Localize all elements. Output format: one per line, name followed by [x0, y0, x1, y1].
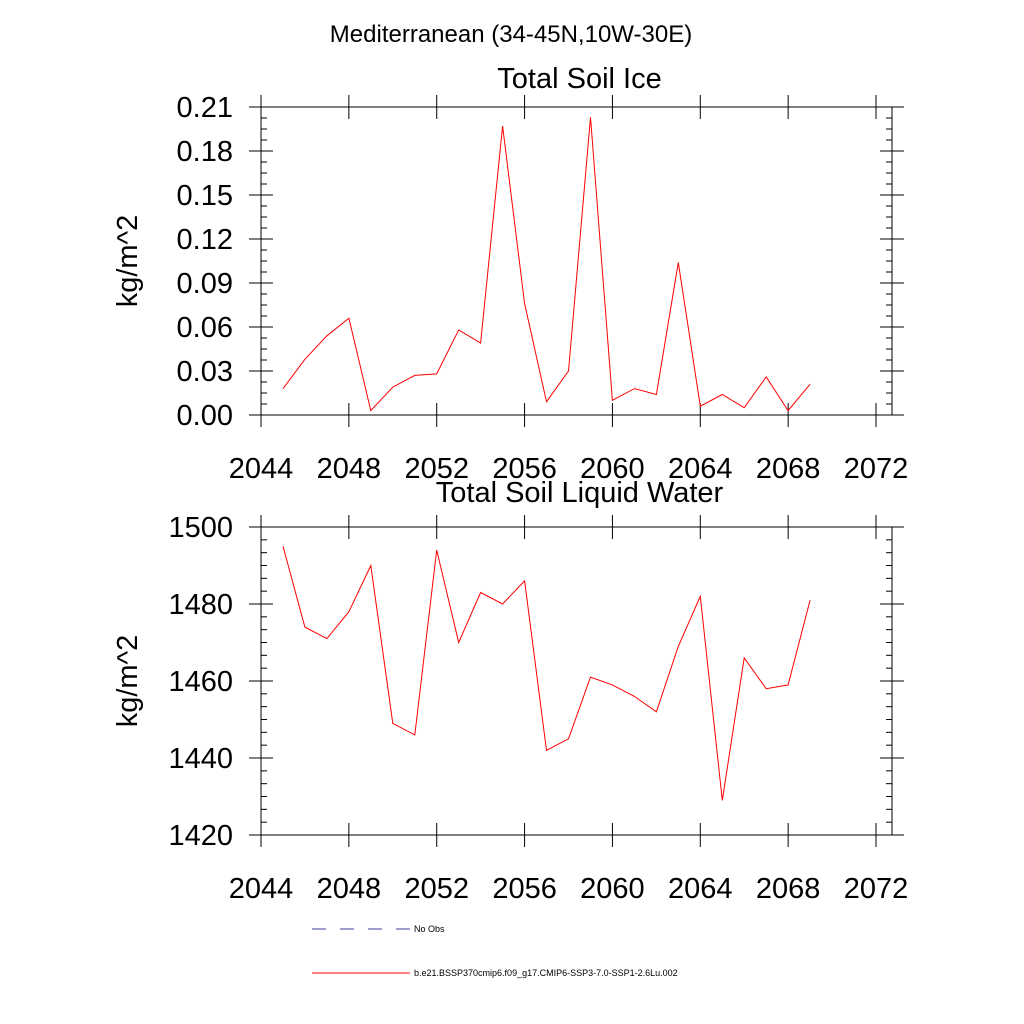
x-tick-label: 2048 [317, 453, 382, 485]
x-tick-label: 2072 [844, 453, 909, 485]
x-tick-label: 2064 [668, 453, 733, 485]
x-tick-label: 2068 [756, 873, 821, 905]
figure-main-title: Mediterranean (34-45N,10W-30E) [330, 21, 692, 48]
y-axis-label: kg/m^2 [112, 635, 144, 728]
panel-soil-ice: Total Soil Ice 2044 2048 2052 2056 2060 2064 20… [112, 63, 908, 485]
y-tick-label: 0.12 [177, 224, 233, 256]
series-line [282, 546, 811, 801]
legend-item-no-obs: No Obs [312, 924, 445, 934]
x-tick-label: 2072 [844, 873, 909, 905]
x-tick-label: 2068 [756, 453, 821, 485]
y-axis-label: kg/m^2 [112, 215, 144, 308]
legend-label-no-obs: No Obs [414, 924, 445, 934]
x-tick-label: 2044 [229, 873, 294, 905]
y-tick-label: 1500 [168, 512, 233, 544]
panel-title: Total Soil Liquid Water [436, 477, 724, 509]
legend: No Obs b.e21.BSSP370cmip6.f09_g17.CMIP6-… [312, 924, 678, 978]
x-tick-label: 2052 [404, 453, 469, 485]
panel-soil-liquid-water: Total Soil Liquid Water 2044 2048 2052 2056 2… [112, 477, 908, 905]
legend-label-model-run: b.e21.BSSP370cmip6.f09_g17.CMIP6-SSP3-7.… [414, 968, 678, 978]
x-tick-label: 2064 [668, 873, 733, 905]
x-tick-label: 2060 [580, 873, 645, 905]
x-tick-label: 2060 [580, 453, 645, 485]
y-tick-label: 0.15 [177, 180, 233, 212]
plot-frame [260, 526, 893, 836]
legend-item-model-run: b.e21.BSSP370cmip6.f09_g17.CMIP6-SSP3-7.… [312, 968, 678, 978]
series-line [282, 117, 811, 412]
y-tick-label: 0.06 [177, 312, 233, 344]
y-tick-label: 1480 [168, 589, 233, 621]
x-tick-label: 2048 [317, 873, 382, 905]
y-tick-label: 1460 [168, 666, 233, 698]
y-tick-label: 0.21 [177, 92, 233, 124]
plot-frame [260, 106, 893, 416]
x-tick-label: 2056 [492, 453, 557, 485]
x-tick-label: 2044 [229, 453, 294, 485]
y-tick-label: 0.03 [177, 356, 233, 388]
x-tick-label: 2056 [492, 873, 557, 905]
y-tick-label: 0.18 [177, 136, 233, 168]
y-tick-label: 1420 [168, 820, 233, 852]
x-tick-label: 2052 [404, 873, 469, 905]
y-tick-label: 0.00 [177, 400, 233, 432]
panel-title: Total Soil Ice [497, 63, 661, 95]
y-tick-label: 0.09 [177, 268, 233, 300]
y-tick-label: 1440 [168, 743, 233, 775]
